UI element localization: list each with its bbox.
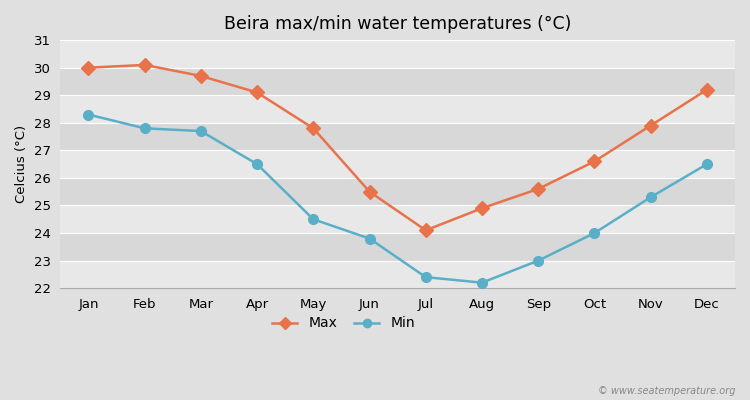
Min [140,126,149,131]
Bar [60,95,735,123]
Y-axis label: Celcius (°C): Celcius (°C) [15,125,28,203]
Line: Min: Min [83,110,712,288]
Max [478,206,487,211]
Bar [60,233,735,261]
Bar [60,150,735,178]
Max [590,159,599,164]
Min [365,236,374,241]
Min [703,162,712,166]
Title: Beira max/min water temperatures (°C): Beira max/min water temperatures (°C) [224,15,572,33]
Bar [60,123,735,150]
Line: Max: Max [83,60,712,235]
Bar [60,261,735,288]
Legend: Max, Min: Max, Min [267,311,421,336]
Bar [60,178,735,206]
Max [196,74,206,78]
Max [646,123,656,128]
Min [478,280,487,285]
Max [253,90,262,95]
Min [590,231,599,236]
Max [309,126,318,131]
Max [140,62,149,67]
Min [84,112,93,117]
Min [646,195,656,200]
Bar [60,68,735,95]
Max [365,189,374,194]
Max [703,87,712,92]
Min [534,258,543,263]
Max [422,228,430,233]
Text: © www.seatemperature.org: © www.seatemperature.org [598,386,735,396]
Min [253,162,262,166]
Bar [60,40,735,68]
Max [534,186,543,191]
Min [309,217,318,222]
Min [422,275,430,280]
Max [84,65,93,70]
Min [196,129,206,134]
Bar [60,206,735,233]
